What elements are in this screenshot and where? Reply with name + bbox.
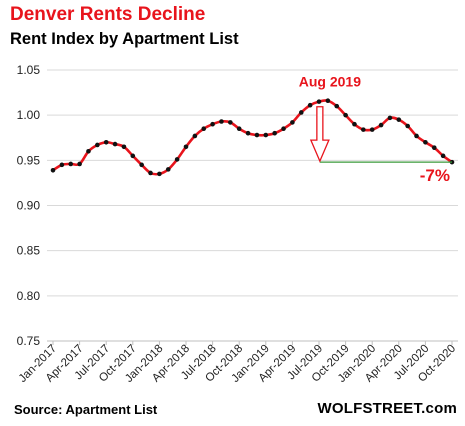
data-point	[263, 132, 269, 138]
data-point	[431, 145, 437, 150]
data-point	[396, 117, 402, 122]
data-point	[387, 115, 393, 121]
data-point	[174, 157, 180, 162]
data-point	[219, 119, 224, 124]
data-point	[423, 139, 428, 145]
data-point	[192, 133, 198, 139]
data-point	[210, 121, 215, 127]
y-tick-label: 1.00	[17, 108, 41, 122]
data-point	[281, 126, 286, 132]
data-point	[77, 161, 82, 167]
peak-annotation: Aug 2019	[299, 74, 361, 90]
y-tick-label: 0.75	[17, 334, 41, 348]
data-point	[121, 144, 127, 150]
source-note: Source: Apartment List	[14, 402, 158, 417]
series-line	[52, 99, 453, 176]
data-point	[86, 149, 91, 154]
data-point	[325, 98, 331, 104]
data-point	[378, 122, 384, 128]
data-point	[157, 171, 162, 177]
data-point	[316, 99, 322, 104]
data-point	[68, 161, 74, 167]
data-point	[307, 102, 313, 108]
data-point	[236, 126, 242, 132]
data-point	[298, 110, 304, 115]
data-point	[361, 127, 366, 132]
data-point	[148, 170, 153, 176]
data-point	[414, 133, 419, 139]
data-point	[165, 167, 171, 172]
y-tick-label: 1.05	[17, 63, 41, 77]
data-point	[95, 142, 100, 148]
data-point	[254, 132, 260, 138]
data-point	[112, 141, 118, 147]
data-point	[369, 127, 375, 132]
data-point	[139, 162, 144, 168]
change-annotation: -7%	[420, 166, 450, 185]
data-point	[183, 144, 189, 150]
data-point	[228, 120, 233, 125]
data-point	[334, 103, 340, 109]
y-tick-label: 0.95	[17, 153, 41, 167]
data-point	[50, 167, 56, 173]
data-point	[245, 130, 251, 136]
data-point	[405, 123, 410, 129]
y-tick-label: 0.90	[17, 199, 41, 213]
data-point	[290, 120, 295, 125]
y-tick-label: 0.85	[17, 244, 41, 258]
data-point	[201, 126, 207, 132]
chart-subtitle: Rent Index by Apartment List	[10, 30, 239, 48]
data-point	[130, 153, 136, 159]
data-point	[272, 130, 277, 136]
data-point	[59, 162, 65, 168]
data-point	[440, 153, 446, 159]
data-point	[352, 121, 357, 127]
decline-arrow	[309, 106, 330, 163]
y-tick-label: 0.80	[17, 289, 41, 303]
brand-watermark: WOLFSTREET.com	[317, 400, 457, 417]
data-point	[343, 112, 348, 118]
chart-title: Denver Rents Decline	[10, 4, 206, 25]
data-point	[103, 139, 109, 145]
